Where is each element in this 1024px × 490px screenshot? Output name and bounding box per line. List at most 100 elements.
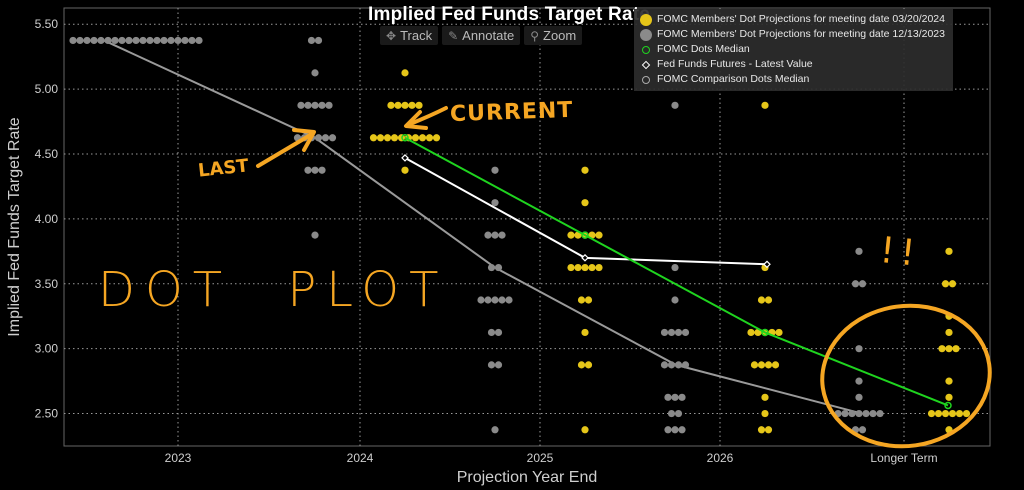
legend-entry-futures: Fed Funds Futures - Latest Value — [640, 57, 945, 72]
zoom-button[interactable]: ⚲ Zoom — [524, 26, 583, 45]
prior-dot — [855, 247, 863, 255]
last-arrowhead — [292, 128, 316, 152]
yellow-dot-icon — [640, 13, 652, 26]
x-tick-label: 2025 — [527, 451, 554, 465]
prior-dot — [674, 328, 683, 337]
current-dot — [757, 426, 766, 434]
y-tick-label: 5.50 — [35, 17, 59, 31]
y-tick-label: 4.00 — [35, 212, 59, 226]
zoom-label: Zoom — [543, 28, 577, 43]
current-dot — [418, 134, 427, 142]
prior-dot — [876, 409, 884, 418]
white-diamond-icon — [641, 60, 651, 69]
current-dot — [567, 263, 575, 272]
prior-dot — [487, 328, 496, 337]
current-dot — [945, 377, 953, 385]
current-dot — [584, 296, 593, 304]
current-dot — [934, 409, 943, 418]
longer-term-circle — [820, 303, 992, 449]
prior-dot — [681, 328, 690, 337]
legend-entry-median: FOMC Dots Median — [640, 42, 945, 57]
magnifier-icon: ⚲ — [530, 28, 539, 43]
crosshair-icon: ✥ — [386, 28, 397, 43]
prior-dot — [671, 426, 679, 434]
prior-dot — [174, 36, 182, 45]
prior-dot — [304, 166, 312, 174]
x-tick-label: 2026 — [707, 451, 734, 465]
prior-dot — [491, 426, 499, 434]
prior-dot — [667, 361, 676, 369]
comparison-median-line — [103, 39, 863, 415]
prior-dot — [678, 426, 686, 434]
current-dot — [432, 134, 441, 142]
current-dot — [588, 263, 596, 272]
x-tick-label: 2024 — [347, 451, 374, 465]
gray-dot-icon — [640, 28, 652, 41]
current-dot — [383, 134, 392, 142]
prior-dot — [76, 36, 84, 45]
prior-dot — [498, 296, 506, 304]
legend-label: FOMC Members' Dot Projections for meetin… — [657, 13, 945, 25]
current-dot — [948, 280, 957, 288]
current-dot — [771, 361, 780, 369]
current-dot — [941, 280, 950, 288]
current-dot — [945, 393, 953, 401]
x-tick-label: 2023 — [165, 451, 192, 465]
chart-legend: FOMC Members' Dot Projections for meetin… — [634, 9, 953, 91]
current-dot — [581, 328, 589, 337]
current-dot — [945, 247, 953, 255]
futures-line — [404, 157, 768, 266]
current-dot — [376, 134, 385, 142]
prior-dot — [491, 166, 499, 174]
current-dot — [962, 409, 971, 418]
current-dot — [581, 263, 589, 272]
prior-dot — [325, 101, 333, 109]
prior-dot — [111, 36, 119, 45]
y-tick-label: 5.00 — [35, 82, 59, 96]
current-dot — [401, 101, 409, 109]
track-button[interactable]: ✥ Track — [380, 26, 439, 45]
prior-dot — [494, 263, 503, 272]
prior-dot — [674, 361, 683, 369]
annotate-label: Annotate — [462, 28, 515, 43]
current-dot — [581, 166, 589, 174]
prior-dot — [848, 409, 856, 418]
prior-dot — [671, 393, 679, 401]
prior-dot — [321, 134, 330, 142]
current-dot — [577, 361, 586, 369]
current-dot — [764, 296, 773, 304]
current-dot — [574, 263, 582, 272]
futures-point — [581, 253, 589, 262]
current-dot — [581, 426, 589, 434]
prior-dot — [491, 231, 499, 239]
current-dot — [927, 409, 936, 418]
prior-dot — [855, 345, 863, 353]
prior-dot — [304, 101, 312, 109]
prior-dot — [477, 296, 485, 304]
pencil-icon: ✎ — [448, 28, 459, 43]
annotation-current: CURRENT — [449, 97, 574, 128]
prior-dot — [132, 36, 140, 45]
prior-dot — [855, 409, 863, 418]
current-dot — [757, 361, 766, 369]
prior-dot — [851, 280, 860, 288]
legend-label: FOMC Dots Median — [657, 43, 750, 55]
prior-dot — [487, 361, 496, 369]
legend-label: FOMC Comparison Dots Median — [657, 73, 810, 85]
prior-dot — [841, 409, 849, 418]
current-arrowhead — [404, 110, 428, 130]
prior-dot — [494, 361, 503, 369]
prior-dot — [125, 36, 133, 45]
current-dot — [938, 345, 946, 353]
x-axis-label: Projection Year End — [457, 469, 598, 486]
y-axis-label: Implied Fed Funds Target Rate — [6, 117, 23, 336]
legend-entry-current-dots: FOMC Members' Dot Projections for meetin… — [640, 12, 945, 27]
prior-dot — [104, 36, 112, 45]
prior-dot — [671, 296, 679, 304]
prior-dot — [318, 166, 326, 174]
prior-dot — [188, 36, 196, 45]
prior-dot — [146, 36, 154, 45]
current-dot — [775, 328, 783, 337]
annotate-button[interactable]: ✎ Annotate — [442, 26, 521, 45]
prior-dot — [505, 296, 513, 304]
